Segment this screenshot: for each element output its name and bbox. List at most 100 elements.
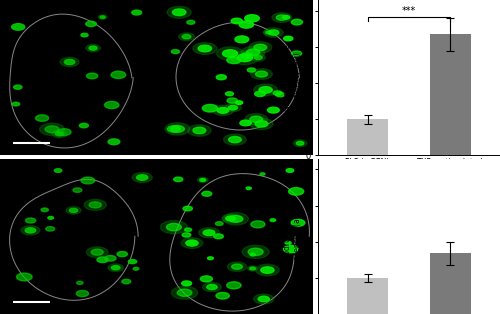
Circle shape <box>256 264 279 276</box>
Circle shape <box>112 266 120 270</box>
Circle shape <box>36 115 49 121</box>
Circle shape <box>193 127 206 134</box>
Circle shape <box>268 107 280 113</box>
Circle shape <box>231 18 242 24</box>
Circle shape <box>239 21 254 28</box>
Circle shape <box>286 169 294 172</box>
Circle shape <box>245 114 268 125</box>
Circle shape <box>122 279 130 284</box>
Circle shape <box>166 224 182 231</box>
Circle shape <box>58 129 71 135</box>
Circle shape <box>258 296 270 302</box>
Circle shape <box>52 130 67 138</box>
Circle shape <box>108 264 124 272</box>
Circle shape <box>198 177 208 183</box>
Circle shape <box>248 68 256 72</box>
Circle shape <box>89 202 102 208</box>
Text: ***: *** <box>402 6 416 16</box>
Circle shape <box>207 284 217 290</box>
Circle shape <box>229 215 243 222</box>
Circle shape <box>226 282 241 289</box>
Circle shape <box>272 13 291 23</box>
Circle shape <box>216 222 223 225</box>
Circle shape <box>198 228 220 238</box>
Circle shape <box>100 16 105 18</box>
Circle shape <box>282 15 290 19</box>
Circle shape <box>254 91 266 96</box>
Circle shape <box>228 106 237 110</box>
Circle shape <box>264 28 283 37</box>
Bar <box>164 6 307 149</box>
Circle shape <box>97 257 108 263</box>
Circle shape <box>21 226 40 235</box>
Circle shape <box>225 104 241 112</box>
Circle shape <box>165 123 190 135</box>
Circle shape <box>198 45 211 52</box>
Circle shape <box>12 102 20 106</box>
Circle shape <box>261 267 274 273</box>
Circle shape <box>222 50 238 57</box>
Bar <box>6 165 148 308</box>
Circle shape <box>227 57 241 64</box>
Circle shape <box>45 126 59 133</box>
Circle shape <box>26 218 36 223</box>
Circle shape <box>259 87 272 93</box>
Bar <box>430 253 471 314</box>
Circle shape <box>200 178 206 181</box>
Circle shape <box>64 59 75 65</box>
Circle shape <box>260 173 265 175</box>
Y-axis label: Nanodrug uptake
intensity (au): Nanodrug uptake intensity (au) <box>283 203 302 270</box>
Circle shape <box>264 30 273 35</box>
Circle shape <box>202 282 222 292</box>
Circle shape <box>232 264 242 269</box>
Circle shape <box>276 92 284 97</box>
Circle shape <box>250 116 262 122</box>
Circle shape <box>202 191 211 196</box>
Circle shape <box>227 98 237 103</box>
Circle shape <box>254 294 274 304</box>
Circle shape <box>246 187 252 190</box>
Circle shape <box>273 91 282 95</box>
Circle shape <box>256 71 268 77</box>
Circle shape <box>254 56 262 60</box>
Circle shape <box>235 36 248 43</box>
Circle shape <box>182 35 191 39</box>
Circle shape <box>216 75 226 80</box>
Circle shape <box>160 220 187 234</box>
Bar <box>347 119 389 155</box>
Circle shape <box>288 188 304 195</box>
Circle shape <box>222 214 239 223</box>
Bar <box>430 34 471 155</box>
Circle shape <box>216 47 244 60</box>
Circle shape <box>170 126 184 133</box>
Circle shape <box>242 245 269 258</box>
Circle shape <box>182 281 192 286</box>
Circle shape <box>241 53 253 59</box>
Circle shape <box>216 292 230 299</box>
Circle shape <box>41 208 48 212</box>
Circle shape <box>284 36 293 41</box>
Circle shape <box>248 248 263 256</box>
Circle shape <box>193 42 217 54</box>
Circle shape <box>132 10 141 15</box>
Circle shape <box>182 233 191 237</box>
Circle shape <box>231 51 258 65</box>
Bar <box>347 278 389 314</box>
Circle shape <box>252 54 266 61</box>
Circle shape <box>214 234 224 239</box>
Circle shape <box>254 44 266 51</box>
Circle shape <box>188 125 211 136</box>
Circle shape <box>251 221 265 228</box>
Circle shape <box>86 73 98 79</box>
Circle shape <box>212 105 234 116</box>
Circle shape <box>248 42 272 53</box>
Circle shape <box>250 253 256 256</box>
Circle shape <box>167 6 192 18</box>
Circle shape <box>181 238 203 248</box>
Circle shape <box>54 169 62 172</box>
Bar <box>164 165 307 308</box>
Circle shape <box>117 252 128 257</box>
Circle shape <box>174 177 183 181</box>
Circle shape <box>184 228 192 231</box>
Circle shape <box>178 33 194 41</box>
